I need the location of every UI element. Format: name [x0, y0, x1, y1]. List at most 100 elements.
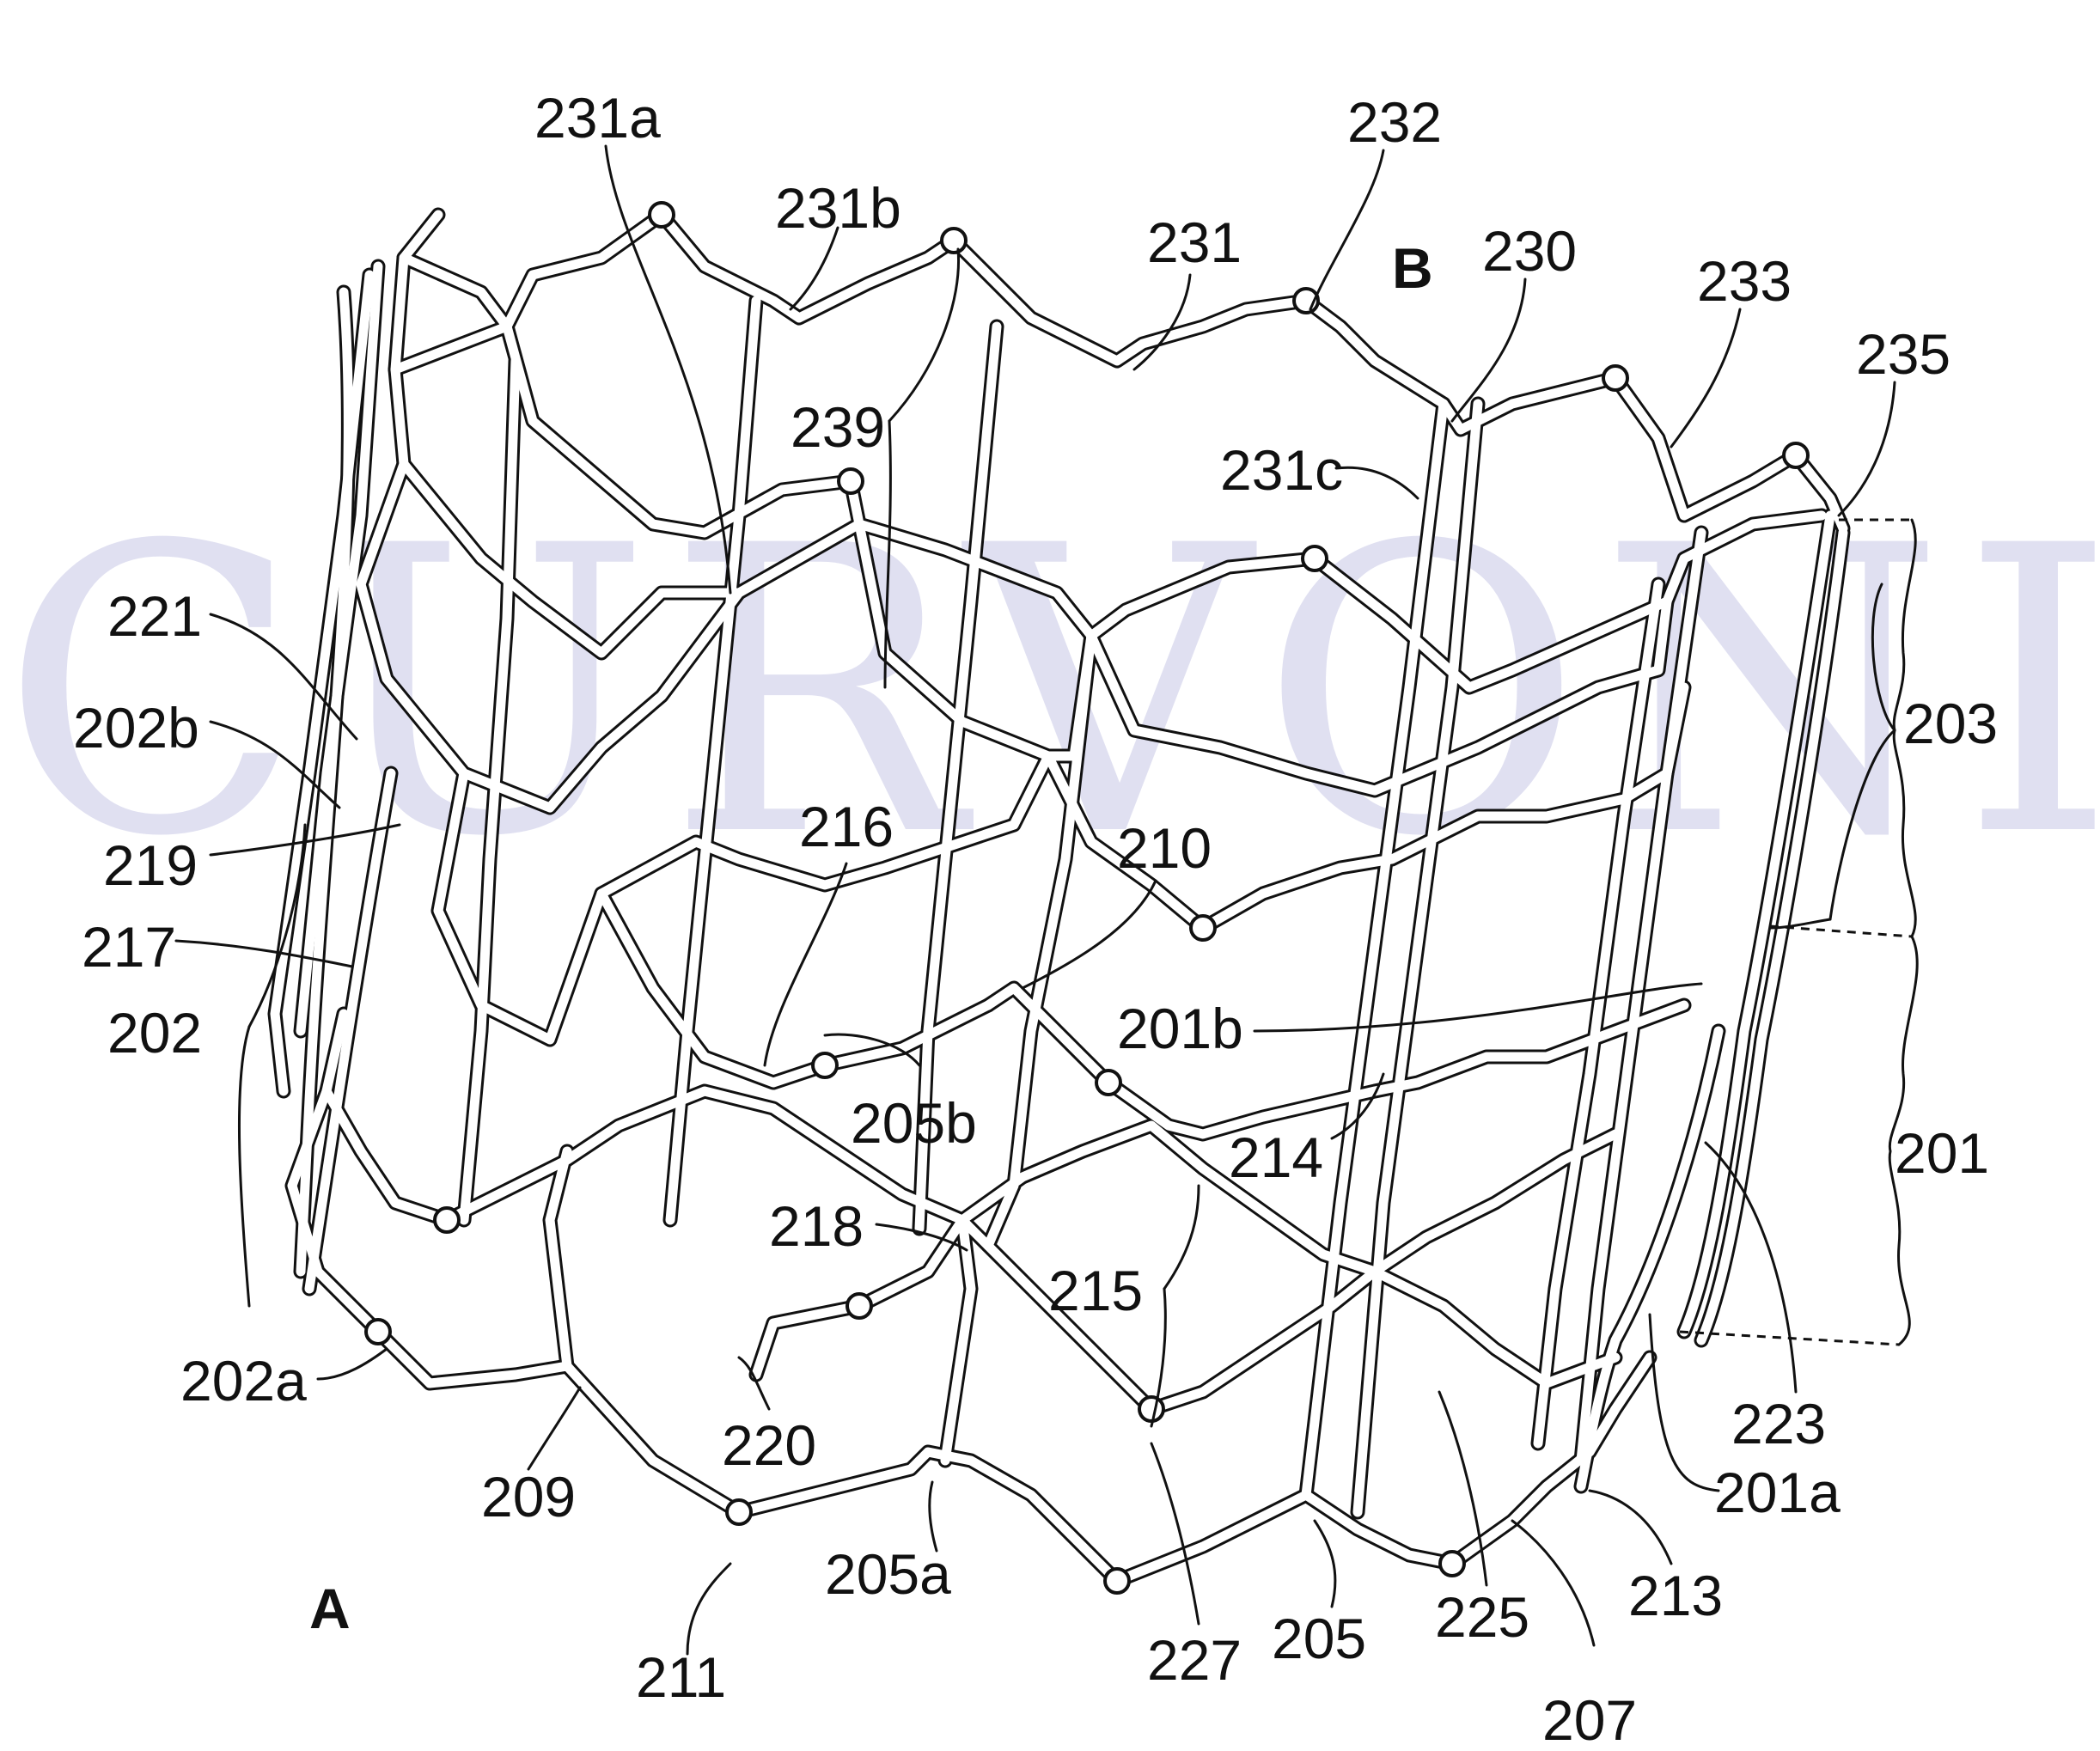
ref-235: 235 — [1856, 322, 1950, 386]
strut-core-2 — [390, 364, 864, 658]
leader-201a — [1648, 1313, 1720, 1492]
ref-202: 202 — [107, 1001, 202, 1065]
ref-220: 220 — [722, 1413, 816, 1477]
leader-205a — [928, 1480, 938, 1553]
strut-core-13 — [957, 1215, 1621, 1414]
ref-233: 233 — [1697, 249, 1792, 313]
ref-215: 215 — [1048, 1259, 1143, 1322]
leader-231c — [1334, 466, 1419, 500]
crown-eyelet-3 — [1602, 364, 1629, 392]
ref-213: 213 — [1628, 1564, 1723, 1627]
ref-202b: 202b — [73, 696, 199, 760]
strut-core-8 — [433, 768, 993, 1088]
view-label-a: A — [309, 1577, 351, 1640]
ref-227: 227 — [1147, 1628, 1242, 1692]
ref-210: 210 — [1117, 816, 1212, 880]
strut-core-28 — [1576, 1026, 1724, 1492]
ref-225: 225 — [1435, 1585, 1529, 1649]
crown-eyelet-6 — [1301, 545, 1328, 572]
crown-eyelet-13 — [433, 1206, 461, 1234]
ref-205: 205 — [1272, 1607, 1366, 1670]
leader-201b — [1253, 982, 1703, 1033]
crown-eyelet-14 — [845, 1292, 873, 1320]
ref-205b: 205b — [851, 1091, 977, 1155]
leader-215 — [1163, 1184, 1200, 1290]
ref-217: 217 — [82, 915, 176, 979]
strut-core-18 — [665, 296, 761, 1225]
leader-230 — [1450, 278, 1527, 423]
leader-233 — [1670, 308, 1742, 448]
leader-203a — [1828, 729, 1896, 921]
strut-core-20 — [1576, 528, 1706, 1466]
bracket-203-bottom-dash — [1769, 924, 1913, 938]
ref-203: 203 — [1903, 692, 1998, 755]
ref-216: 216 — [799, 795, 894, 858]
ref-218: 218 — [769, 1194, 864, 1258]
leader-225 — [1438, 1390, 1488, 1587]
ref-219: 219 — [103, 833, 198, 897]
leader-lines — [174, 144, 1919, 1656]
leader-209 — [527, 1386, 582, 1471]
leader-219 — [209, 823, 401, 857]
leader-232 — [1309, 149, 1385, 311]
crown-eyelet-10 — [725, 1498, 753, 1526]
leader-220 — [737, 1356, 771, 1411]
strut-core-0 — [399, 210, 1848, 534]
strut-core-5 — [356, 459, 744, 813]
ref-231: 231 — [1147, 210, 1242, 274]
crown-eyelet-4 — [1782, 442, 1810, 469]
leader-202b — [209, 720, 341, 809]
ref-231c: 231c — [1220, 438, 1343, 502]
ref-211: 211 — [636, 1645, 726, 1709]
leader-235 — [1837, 381, 1896, 517]
ref-221: 221 — [107, 584, 202, 648]
crown-eyelet-1 — [940, 227, 968, 254]
crown-eyelet-8 — [1095, 1069, 1122, 1096]
crown-eyelet-16 — [364, 1318, 392, 1345]
leader-215b — [1150, 1287, 1167, 1428]
crown-eyelet-12 — [1438, 1550, 1466, 1577]
view-label-b: B — [1392, 236, 1433, 300]
ref-223: 223 — [1731, 1392, 1826, 1455]
ref-239: 239 — [791, 395, 885, 459]
leader-202 — [247, 823, 307, 1028]
strut-core-11 — [287, 1086, 1655, 1586]
leader-227 — [1150, 1442, 1200, 1626]
ref-202a: 202a — [180, 1349, 307, 1412]
leader-210 — [1021, 879, 1157, 990]
leader-217 — [174, 939, 354, 968]
leader-231b — [789, 226, 839, 311]
ref-201b: 201b — [1117, 997, 1243, 1060]
leader-203c — [1871, 583, 1896, 732]
leader-205b — [823, 1033, 921, 1067]
ref-207: 207 — [1542, 1688, 1637, 1751]
crown-eyelet-15 — [1138, 1395, 1165, 1423]
bracket-201 — [1888, 935, 1919, 1346]
ref-231a: 231a — [534, 86, 661, 149]
ref-205a: 205a — [825, 1542, 951, 1606]
leader-211 — [686, 1562, 732, 1656]
leader-231a — [604, 144, 732, 595]
strut-core-4 — [1086, 596, 1672, 796]
strut-core-9 — [983, 983, 1689, 1139]
ref-201a: 201a — [1714, 1461, 1841, 1524]
ref-230: 230 — [1482, 219, 1577, 283]
leader-207 — [1511, 1519, 1596, 1647]
stent-struts — [267, 201, 1851, 1595]
leader-214 — [1330, 1072, 1385, 1140]
strut-core-25 — [304, 768, 396, 1294]
leader-202a — [316, 1347, 388, 1381]
leader-213 — [1588, 1489, 1673, 1565]
strut-core-26 — [1679, 510, 1835, 1337]
strut-core-14 — [914, 321, 1002, 1234]
strut-core-21 — [1533, 579, 1664, 1449]
strut-core-17 — [1352, 399, 1483, 1517]
ref-231b: 231b — [775, 176, 901, 240]
leader-239b — [883, 419, 892, 689]
strut-core-12 — [545, 1146, 976, 1466]
leader-205 — [1313, 1519, 1337, 1608]
ref-232: 232 — [1347, 90, 1442, 154]
strut-core-24 — [296, 287, 353, 1277]
